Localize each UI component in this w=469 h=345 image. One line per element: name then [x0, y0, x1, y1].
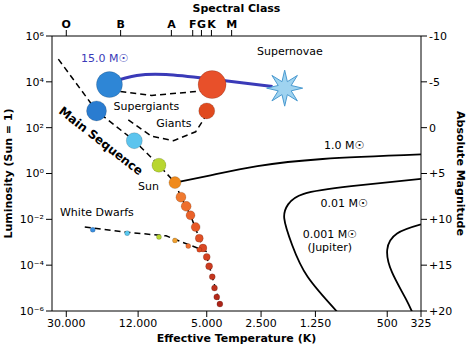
html-text:Spectral Class: Spectral Class: [192, 2, 281, 15]
svg-text:10⁻⁶: 10⁻⁶: [20, 305, 45, 318]
svg-text:2.500: 2.500: [245, 317, 277, 330]
svg-text:0.001 M☉: 0.001 M☉: [303, 228, 357, 241]
html-text:Effective Temperature (K): Effective Temperature (K): [156, 332, 317, 345]
svg-text:F: F: [189, 18, 197, 31]
svg-text:10⁻²: 10⁻²: [20, 213, 44, 226]
svg-text:325: 325: [411, 317, 432, 330]
svg-text:15.0 M☉: 15.0 M☉: [81, 52, 128, 65]
html-text:Absolute Magnitude: Absolute Magnitude: [453, 111, 467, 236]
svg-text:10⁰: 10⁰: [26, 167, 45, 180]
svg-text:10⁶: 10⁶: [26, 30, 45, 43]
svg-text:500: 500: [377, 317, 398, 330]
svg-text:Supernovae: Supernovae: [257, 45, 323, 58]
svg-text:(Jupiter): (Jupiter): [308, 241, 352, 254]
svg-text:-10: -10: [429, 30, 447, 43]
svg-text:10⁻⁴: 10⁻⁴: [20, 259, 45, 272]
svg-text:B: B: [116, 18, 124, 31]
svg-text:5.000: 5.000: [191, 317, 223, 330]
svg-text:G: G: [197, 18, 206, 31]
svg-text:0: 0: [429, 122, 436, 135]
svg-text:Sun: Sun: [138, 180, 159, 193]
svg-text:30.000: 30.000: [47, 317, 86, 330]
svg-text:Giants: Giants: [156, 117, 192, 130]
svg-text:+5: +5: [429, 167, 445, 180]
svg-text:Main Sequence: Main Sequence: [56, 104, 146, 178]
svg-text:-5: -5: [429, 76, 440, 89]
svg-text:12.000: 12.000: [119, 317, 158, 330]
svg-text:+15: +15: [429, 259, 452, 272]
svg-text:10⁴: 10⁴: [26, 76, 45, 89]
svg-text:Supergiants: Supergiants: [113, 100, 179, 113]
svg-text:1.0 M☉: 1.0 M☉: [324, 139, 364, 152]
svg-text:M: M: [226, 18, 237, 31]
svg-text:A: A: [167, 18, 176, 31]
svg-text:O: O: [62, 18, 71, 31]
svg-text:White Dwarfs: White Dwarfs: [60, 206, 134, 219]
svg-text:K: K: [207, 18, 216, 31]
svg-text:+10: +10: [429, 213, 452, 226]
svg-text:0.01 M☉: 0.01 M☉: [320, 197, 367, 210]
html-text:Luminosity (Sun = 1): Luminosity (Sun = 1): [1, 108, 15, 239]
svg-text:+20: +20: [429, 305, 452, 318]
svg-text:10²: 10²: [26, 122, 44, 135]
svg-text:1.250: 1.250: [300, 317, 332, 330]
